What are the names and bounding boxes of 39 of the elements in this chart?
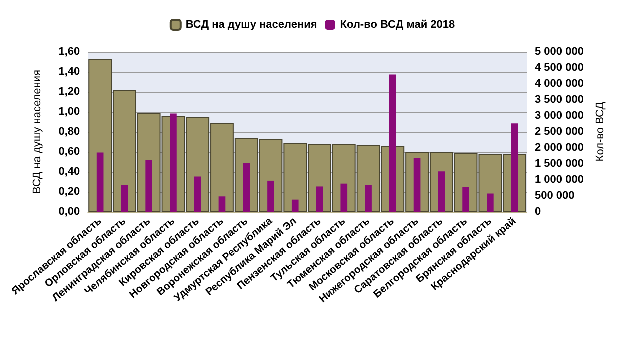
y2-tick-label: 3 500 000: [535, 94, 584, 106]
bar: [243, 163, 250, 212]
y-tick-label: 0,60: [58, 146, 80, 158]
y2-tick-label: 4 500 000: [535, 62, 584, 74]
y2-tick-label: 1 500 000: [535, 158, 584, 170]
bar: [268, 180, 274, 212]
bar: [218, 196, 226, 212]
legend-label: ВСД на душу населения: [186, 19, 318, 31]
y2-tick-label: 2 000 000: [535, 142, 584, 154]
y2-axis-title: Кол-во ВСД: [594, 102, 606, 162]
y-tick-label: 1,60: [58, 46, 80, 58]
bar: [170, 114, 177, 212]
y-tick-label: 1,00: [58, 106, 80, 118]
y2-tick-label: 500 000: [535, 190, 575, 202]
bar: [194, 176, 202, 212]
y2-tick-label: 0: [535, 206, 542, 218]
y2-tick-label: 1 000 000: [535, 174, 584, 186]
bar: [340, 184, 348, 212]
y-tick-label: 0,20: [58, 186, 80, 198]
bar: [438, 172, 446, 212]
bar: [121, 185, 128, 212]
y-tick-label: 0,80: [58, 126, 80, 138]
y2-tick-label: 3 000 000: [535, 110, 584, 122]
y-tick-label: 0,00: [58, 206, 80, 218]
y-tick-label: 1,20: [58, 86, 80, 98]
legend-label: Кол-во ВСД май 2018: [340, 19, 456, 31]
y2-tick-label: 5 000 000: [535, 46, 584, 58]
bar: [462, 187, 470, 212]
y-tick-label: 1,40: [58, 66, 80, 78]
y2-tick-label: 4 000 000: [535, 78, 584, 90]
bar: [365, 185, 372, 212]
bar: [96, 152, 104, 212]
y-tick-label: 0,40: [58, 166, 80, 178]
bar: [316, 186, 324, 212]
y2-tick-label: 2 500 000: [535, 126, 584, 138]
y-axis-title: ВСД на душу населения: [32, 70, 44, 194]
bar: [292, 200, 299, 212]
bar: [146, 160, 152, 212]
bar: [487, 194, 494, 212]
